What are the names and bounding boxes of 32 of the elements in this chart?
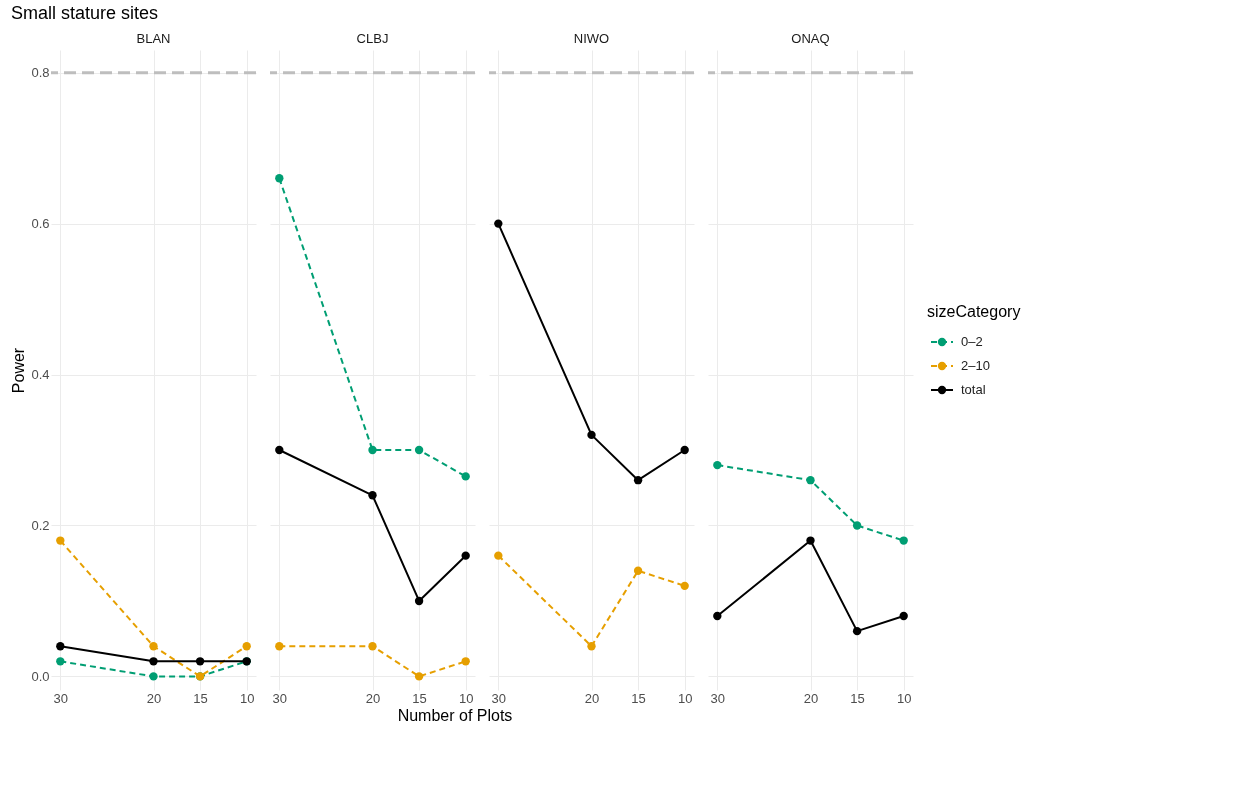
x-tick-label: 10 [677,690,693,706]
y-axis-title: Power [10,347,28,394]
x-tick-label: 30 [53,690,69,706]
x-tick-label: 30 [272,690,288,706]
x-tick-label: 10 [239,690,255,706]
y-tick-label: 0.8 [31,65,50,81]
chart-subtitle: BLAN [136,31,171,46]
x-tick-label: 10 [458,690,474,706]
x-tick-label: 10 [896,690,912,706]
legend-label: 2–10 [961,358,990,373]
x-tick-label: 20 [803,690,819,706]
x-axis-title: Number of Plots [397,706,513,724]
x-tick-label: 20 [584,690,600,706]
chart-subtitle: CLBJ [356,31,389,46]
y-tick-label: 0.2 [31,517,50,533]
chart-title: Small stature sites [10,3,158,23]
x-tick-label: 15 [193,690,208,706]
x-tick-label: 30 [491,690,507,706]
x-tick-label: 20 [365,690,381,706]
x-tick-label: 15 [631,690,646,706]
chart-subtitle: NIWO [573,31,610,46]
x-tick-label: 20 [146,690,162,706]
legend-label: total [961,382,986,397]
x-tick-label: 30 [710,690,726,706]
x-tick-label: 15 [412,690,427,706]
y-tick-label: 0.0 [31,668,50,684]
y-tick-label: 0.6 [31,216,50,232]
legend-label: 0–2 [961,334,983,349]
x-tick-label: 15 [850,690,865,706]
chart-subtitle: ONAQ [791,31,830,46]
y-tick-label: 0.4 [31,367,50,383]
legend-title: sizeCategory [927,303,1021,320]
